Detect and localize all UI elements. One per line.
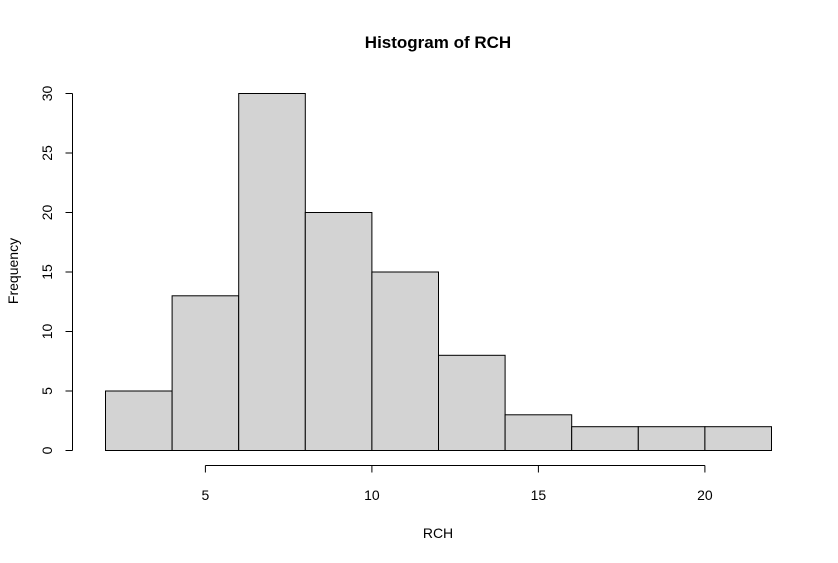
histogram-bar xyxy=(704,426,773,452)
y-tick-label: 25 xyxy=(39,145,55,161)
histogram-bar xyxy=(637,426,706,452)
y-tick-label: 30 xyxy=(39,86,55,102)
y-tick-label: 0 xyxy=(39,446,55,454)
histogram-bar xyxy=(371,271,439,451)
x-tick-label: 5 xyxy=(202,487,210,503)
y-tick-label: 10 xyxy=(39,324,55,340)
x-axis-label: RCH xyxy=(423,525,453,541)
y-axis-label: Frequency xyxy=(5,238,21,304)
y-tick-label: 20 xyxy=(39,205,55,221)
x-tick-label: 20 xyxy=(697,487,713,503)
y-tick-label: 5 xyxy=(39,387,55,395)
bars-group xyxy=(105,93,773,452)
y-tick-label: 15 xyxy=(39,264,55,280)
histogram-bar xyxy=(304,212,373,451)
chart-title: Histogram of RCH xyxy=(365,33,511,52)
x-tick-label: 15 xyxy=(531,487,547,503)
histogram-bar xyxy=(571,426,639,452)
histogram-bar xyxy=(238,93,306,451)
histogram-bar xyxy=(438,354,506,451)
y-axis-ticks: 0 5 10 15 20 25 30 xyxy=(39,86,73,454)
x-tick-label: 10 xyxy=(364,487,380,503)
histogram-bar xyxy=(171,295,240,451)
x-axis-ticks: 5 10 15 20 xyxy=(202,465,713,503)
histogram-bar xyxy=(504,414,573,451)
histogram-bar xyxy=(105,390,173,451)
